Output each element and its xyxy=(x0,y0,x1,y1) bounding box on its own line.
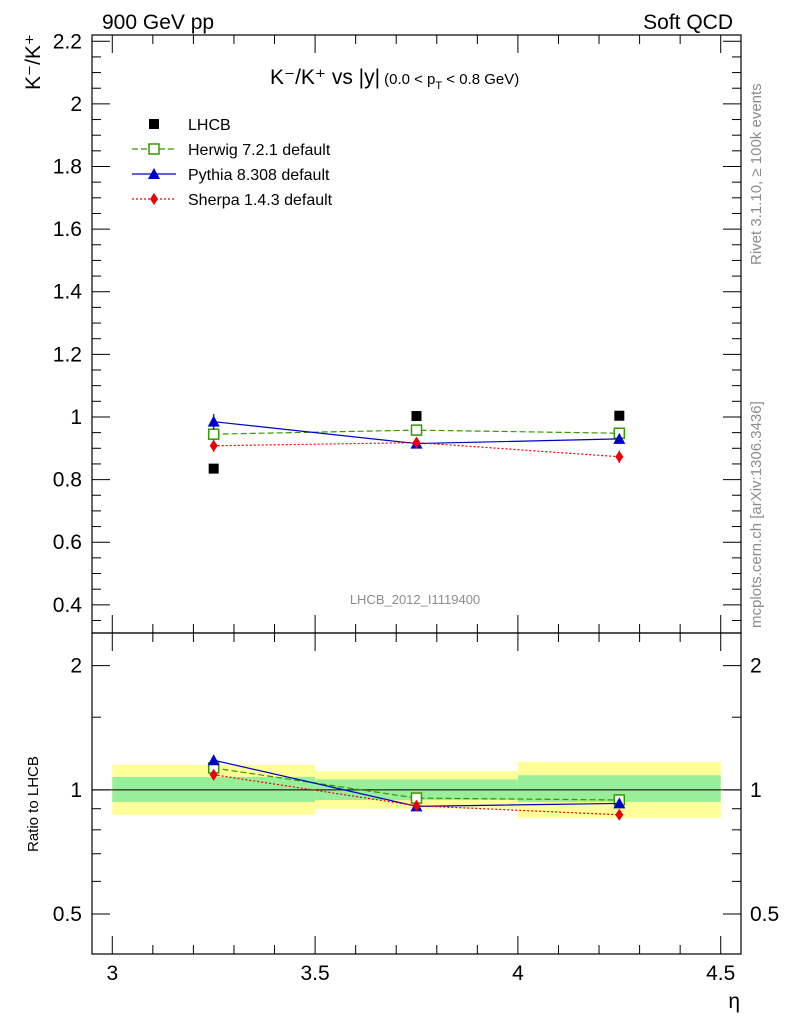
x-tick-label: 3 xyxy=(106,962,118,985)
legend-marker-lhcb xyxy=(149,119,159,129)
ratio-y-axis-label: Ratio to LHCB xyxy=(25,756,42,852)
axis-tick-labels: 3 3.5 4 4.5 0.4 0.6 0.8 1 1.2 1.4 1.6 1.8 2 2.2 0.5 0.5… xyxy=(53,30,779,985)
main-point xyxy=(410,424,423,436)
x-axis-label: η xyxy=(728,990,740,1013)
chart-title-main: K⁻/K⁺ vs |y| xyxy=(270,66,380,89)
ratio-y-tick-label-right: 2 xyxy=(750,655,762,678)
main-y-tick-label: 1.2 xyxy=(53,343,82,366)
ratio-point xyxy=(209,768,218,781)
main-y-tick-label: 0.4 xyxy=(53,594,83,617)
main-point xyxy=(613,432,626,444)
ratio-series-group xyxy=(207,754,626,821)
main-point xyxy=(207,428,220,440)
legend: LHCB Herwig 7.2.1 default Pythia 8.308 def… xyxy=(132,117,333,209)
data-point-lhcb xyxy=(208,463,219,474)
legend-marker-0 xyxy=(148,143,160,155)
x-tick-label: 3.5 xyxy=(300,962,329,985)
legend-label-lhcb: LHCB xyxy=(188,117,231,134)
ratio-y-tick-label-right: 0.5 xyxy=(750,903,779,926)
ratio-point xyxy=(615,808,624,821)
chart-title-cut: (0.0 < p xyxy=(384,71,435,88)
data-point-lhcb xyxy=(614,410,625,421)
chart-title-cut-end: < 0.8 GeV) xyxy=(442,71,519,88)
ratio-y-tick-label-left: 0.5 xyxy=(53,903,82,926)
ratio-line-0 xyxy=(213,767,620,801)
main-y-tick-label: 1 xyxy=(70,406,82,429)
ratio-point xyxy=(207,754,220,766)
ratio-y-tick-label-right: 1 xyxy=(750,779,762,802)
main-point xyxy=(207,415,220,427)
chart-title-cut-sub: T xyxy=(435,80,442,92)
legend-marker-2 xyxy=(150,193,158,205)
mcplots-label: mcplots.cern.ch [arXiv:1306.3436] xyxy=(748,401,765,628)
ratio-point xyxy=(613,797,626,809)
chart-title: K⁻/K⁺ vs |y| (0.0 < pT < 0.8 GeV) xyxy=(270,66,519,92)
x-tick-label: 4 xyxy=(512,962,524,985)
main-point xyxy=(615,450,624,463)
axis-ticks xyxy=(92,35,741,955)
x-tick-label: 4.5 xyxy=(706,962,735,985)
main-y-tick-label: 1.4 xyxy=(53,281,83,304)
main-y-tick-label: 0.6 xyxy=(53,531,82,554)
main-y-tick-label: 2.2 xyxy=(53,30,82,53)
main-point xyxy=(209,439,218,452)
main-point xyxy=(412,436,421,449)
ratio-y-tick-label-left: 1 xyxy=(70,779,82,802)
legend-label-2: Sherpa 1.4.3 default xyxy=(188,192,333,209)
analysis-watermark: LHCB_2012_I1119400 xyxy=(350,592,480,607)
ratio-panel-frame xyxy=(91,632,742,955)
main-y-tick-label: 0.8 xyxy=(53,469,82,492)
header-right-label: Soft QCD xyxy=(643,11,733,34)
main-y-tick-label: 2 xyxy=(70,93,82,116)
ratio-point xyxy=(412,799,421,812)
legend-label-1: Pythia 8.308 default xyxy=(188,167,330,184)
data-point-lhcb xyxy=(411,411,422,422)
header-left-label: 900 GeV pp xyxy=(102,11,214,34)
legend-marker-1 xyxy=(148,168,160,179)
main-series-group xyxy=(207,410,626,474)
legend-label-0: Herwig 7.2.1 default xyxy=(188,142,331,159)
main-y-tick-label: 1.6 xyxy=(53,218,82,241)
main-y-tick-label: 1.8 xyxy=(53,155,82,178)
main-y-axis-label: K⁻/K⁺ xyxy=(22,34,45,90)
ratio-y-tick-label-left: 2 xyxy=(70,655,82,678)
rivet-label: Rivet 3.1.10, ≥ 100k events xyxy=(748,83,765,265)
